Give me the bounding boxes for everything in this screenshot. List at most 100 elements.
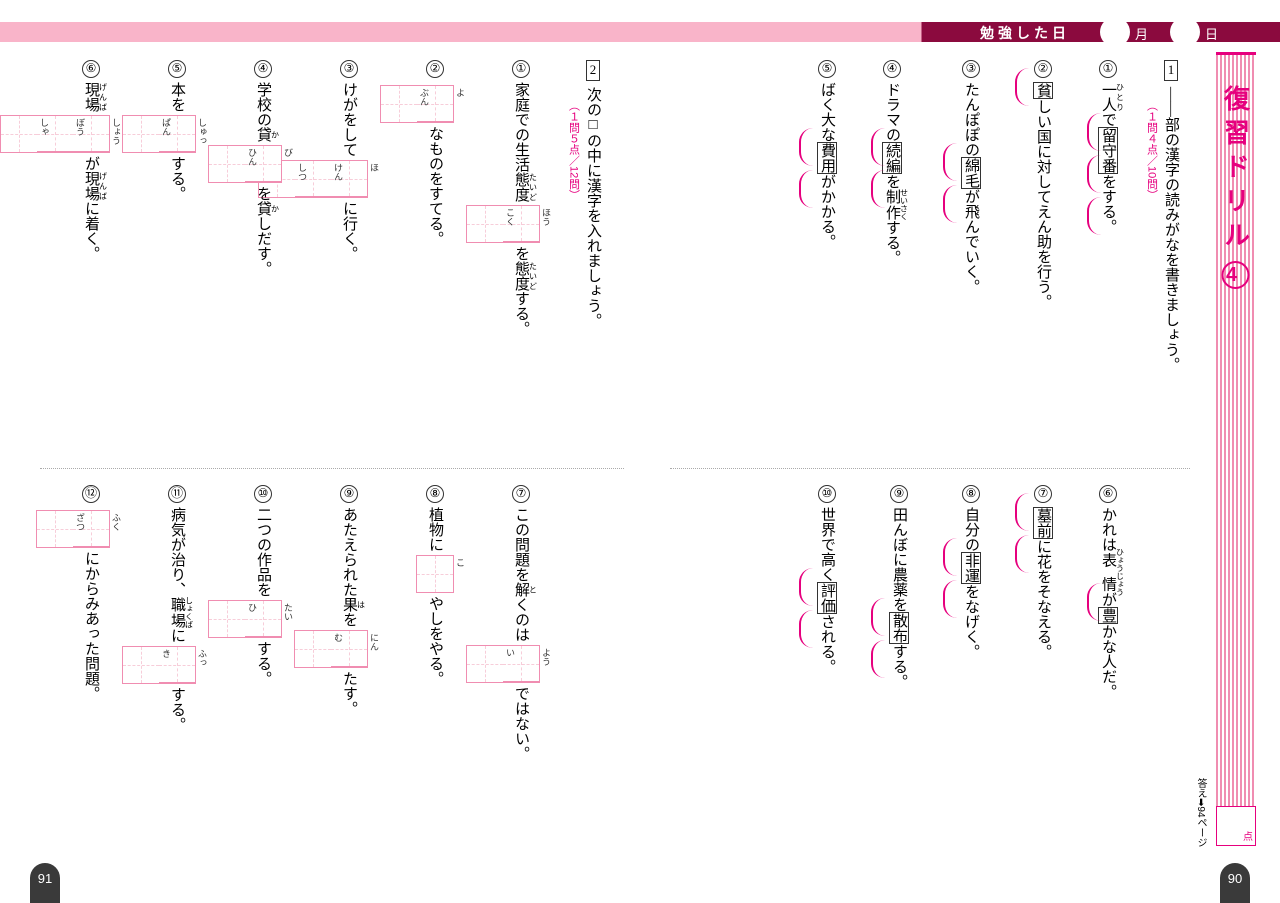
kanji-hint: い: [503, 648, 515, 657]
item-number: ①: [512, 60, 530, 78]
top-bar: 勉強した日 月 日: [0, 22, 1280, 42]
column: ⑦墓前に花をそなえる。: [1033, 485, 1053, 659]
reading-arc[interactable]: [797, 610, 813, 648]
item-number: ⑦: [1034, 485, 1052, 503]
kanji-hint: む: [331, 633, 343, 642]
reading-arc[interactable]: [1085, 197, 1101, 235]
kanji-hint: しゃ: [37, 118, 49, 136]
kanji-hint: しつ: [295, 163, 307, 181]
kanji-cell[interactable]: こく: [467, 206, 503, 242]
reading-arc[interactable]: [1013, 493, 1029, 531]
column: 1――部の漢字の読みがなを書きましょう。（１問４点／10問）: [1141, 60, 1180, 372]
kanji-cell[interactable]: しゃ: [1, 116, 37, 152]
kanji-cell[interactable]: ひ: [209, 601, 245, 637]
reading-arc[interactable]: [869, 170, 885, 208]
reading-arc[interactable]: [941, 538, 957, 576]
column: [867, 126, 887, 210]
column: [1011, 66, 1031, 108]
section-number: 2: [586, 60, 600, 81]
kanji-hint: こく: [503, 208, 515, 226]
reading-arc[interactable]: [797, 568, 813, 606]
reading-arc[interactable]: [869, 128, 885, 166]
column: [795, 126, 815, 210]
reading-arc[interactable]: [797, 128, 813, 166]
kanji-hint: しょう: [109, 118, 121, 145]
kanji-cell[interactable]: い: [467, 646, 503, 682]
kanji-box[interactable]: びひん: [208, 145, 282, 183]
day-circle[interactable]: [1170, 17, 1200, 47]
column: ⑥現場げんばしょうぼうしゃが現場げんばに着く。: [0, 60, 110, 261]
reading-arc[interactable]: [1013, 535, 1029, 573]
kanji-hint: こ: [453, 558, 465, 567]
item-number: ③: [962, 60, 980, 78]
kanji-hint: よ: [453, 88, 465, 97]
kanji-hint: たい: [281, 603, 293, 621]
item-number: ⑩: [254, 485, 272, 503]
item-number: ④: [254, 60, 272, 78]
kanji-hint: よう: [539, 648, 551, 666]
column: ②よぶんなものをすてる。: [380, 60, 454, 246]
kanji-cell[interactable]: ざつ: [37, 511, 73, 547]
kanji-box[interactable]: こ: [416, 555, 454, 593]
column: [1083, 581, 1103, 623]
title-number: 4: [1222, 261, 1250, 289]
kanji-cell[interactable]: こ: [417, 556, 453, 592]
kanji-cell[interactable]: ぶん: [381, 86, 417, 122]
column: [939, 536, 959, 620]
reading-arc[interactable]: [869, 640, 885, 678]
answer-reference: 答え➡94ページ: [1193, 778, 1208, 848]
column: ③たんぽぽの綿毛が飛んでいく。: [961, 60, 981, 294]
page-tab-left: 91: [30, 863, 60, 903]
kanji-box[interactable]: ふっき: [122, 646, 196, 684]
kanji-cell[interactable]: ぱん: [123, 116, 159, 152]
target-kanji: 評価: [817, 582, 837, 614]
kanji-box[interactable]: よぶん: [380, 85, 454, 123]
kanji-box[interactable]: しょうぼうしゃ: [0, 115, 110, 153]
kanji-hint: しゅっ: [195, 118, 207, 145]
scoring: （１問４点／10問）: [1144, 100, 1158, 200]
reading-arc[interactable]: [1085, 113, 1101, 151]
kanji-cell[interactable]: む: [295, 631, 331, 667]
column: ⑤本をしゅっぱんする。: [122, 60, 196, 201]
reading-arc[interactable]: [941, 143, 957, 181]
kanji-cell[interactable]: ひん: [209, 146, 245, 182]
item-number: ⑫: [82, 485, 100, 503]
kanji-hint: ざつ: [73, 513, 85, 531]
kanji-cell[interactable]: き: [123, 647, 159, 683]
column: [795, 566, 815, 650]
day-unit: 日: [1205, 24, 1218, 43]
column: [1011, 491, 1031, 575]
kanji-hint: ぶん: [417, 88, 429, 106]
item-number: ③: [340, 60, 358, 78]
column: ②貧しい国に対してえん助を行う。: [1033, 60, 1053, 309]
column: ⑨あたえられた果はをにんむたす。: [294, 485, 368, 716]
item-number: ⑩: [818, 485, 836, 503]
column: [867, 596, 887, 680]
reading-arc[interactable]: [1085, 583, 1101, 621]
item-number: ④: [883, 60, 901, 78]
score-label: 点: [1243, 828, 1253, 843]
reading-arc[interactable]: [941, 185, 957, 223]
kanji-box[interactable]: ふくざつ: [36, 510, 110, 548]
column: ⑧自分の非運をなげく。: [961, 485, 981, 659]
kanji-box[interactable]: ようい: [466, 645, 540, 683]
reading-arc[interactable]: [941, 580, 957, 618]
page-title: 復習ドリル4: [1218, 85, 1255, 289]
kanji-hint: ひん: [245, 148, 257, 166]
section-number: 1: [1164, 60, 1178, 81]
divider: [40, 468, 624, 469]
month-circle[interactable]: [1100, 17, 1130, 47]
kanji-hint: にん: [367, 633, 379, 651]
reading-arc[interactable]: [1013, 68, 1029, 106]
kanji-box[interactable]: しゅっぱん: [122, 115, 196, 153]
section-instruction: 次の□の中に漢字を入れましょう。: [585, 87, 601, 328]
month-unit: 月: [1135, 24, 1148, 43]
kanji-box[interactable]: にんむ: [294, 630, 368, 668]
kanji-box[interactable]: ほうこく: [466, 205, 540, 243]
reading-arc[interactable]: [1085, 155, 1101, 193]
column: [1083, 111, 1103, 237]
reading-arc[interactable]: [797, 170, 813, 208]
scoring: （１問５点／12問）: [566, 100, 580, 200]
reading-arc[interactable]: [869, 598, 885, 636]
kanji-box[interactable]: たいひ: [208, 600, 282, 638]
